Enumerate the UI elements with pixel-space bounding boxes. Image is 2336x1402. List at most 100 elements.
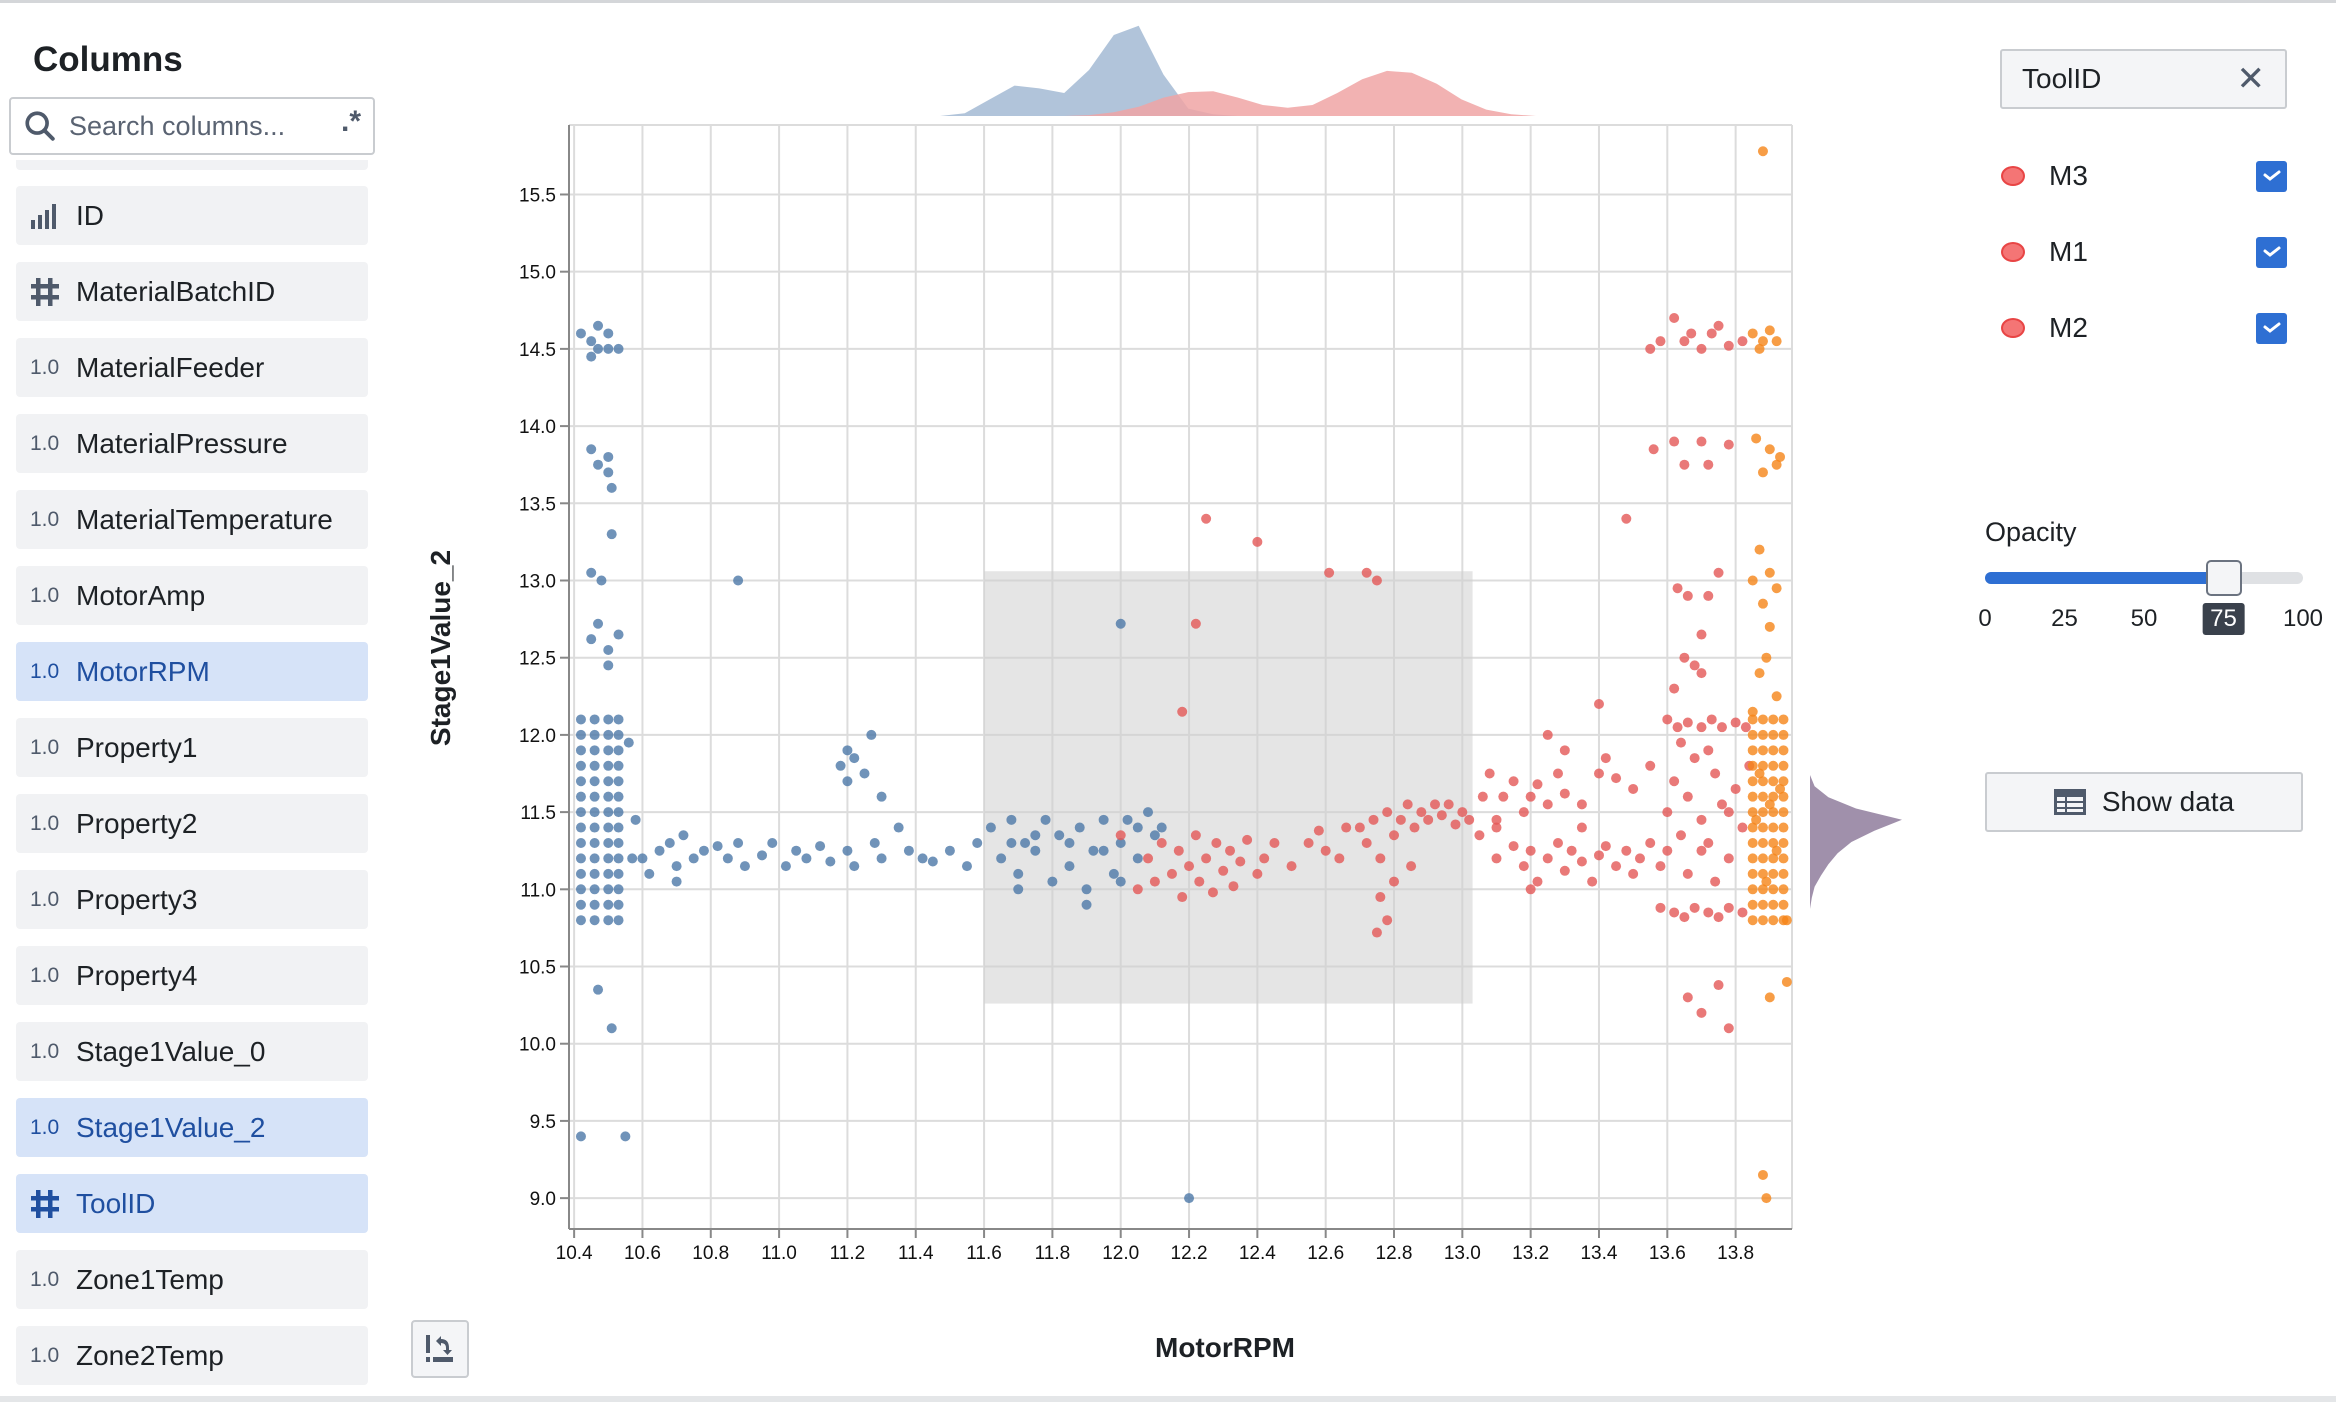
x-tick-label: 12.8	[1376, 1243, 1413, 1264]
check-icon	[2263, 322, 2280, 333]
data-point	[1778, 884, 1789, 895]
data-point	[1552, 837, 1563, 848]
data-point	[1747, 853, 1758, 864]
column-item[interactable]: 1.0 MaterialFeeder	[16, 338, 368, 397]
data-point	[767, 837, 778, 848]
data-point	[1645, 837, 1656, 848]
data-point	[1754, 544, 1765, 555]
column-item[interactable]: 1.0 Property1	[16, 718, 368, 777]
column-item[interactable]: 1.0 Property4	[16, 946, 368, 1005]
data-point	[589, 729, 600, 740]
data-point	[603, 760, 614, 771]
show-data-button[interactable]: Show data	[1985, 772, 2303, 832]
legend-checkbox[interactable]	[2256, 236, 2287, 268]
column-name: Property4	[76, 959, 198, 991]
column-item[interactable]: 1.0 MotorRPM	[16, 642, 368, 701]
swap-axes-button[interactable]	[411, 1320, 469, 1378]
column-name: Zone2Temp	[76, 1339, 224, 1371]
column-item[interactable]: 1.0 MaterialPressure	[16, 414, 368, 473]
column-item[interactable]: ID	[16, 186, 368, 245]
data-point	[733, 575, 744, 586]
data-point	[1252, 868, 1263, 879]
data-point	[613, 714, 624, 725]
data-point	[613, 629, 624, 640]
legend-swatch	[2001, 242, 2025, 262]
close-icon[interactable]: ✕	[2236, 60, 2266, 98]
column-item[interactable]: 1.0 Property3	[16, 870, 368, 929]
column-item[interactable]: 1.0 Stage1Value_2	[16, 1098, 368, 1157]
legend-checkbox[interactable]	[2256, 312, 2287, 344]
data-point	[1361, 837, 1372, 848]
column-item[interactable]: ToolID	[16, 1174, 368, 1233]
x-axis-title: MotorRPM	[1155, 1332, 1295, 1363]
data-point	[1132, 822, 1143, 833]
data-point	[1081, 884, 1092, 895]
columns-title: Columns	[33, 40, 183, 79]
data-point	[1696, 343, 1707, 354]
opacity-slider-handle[interactable]	[2205, 560, 2242, 596]
data-point	[1757, 760, 1768, 771]
x-tick-label: 11.0	[761, 1243, 797, 1264]
data-point	[603, 776, 614, 787]
data-point	[575, 760, 586, 771]
data-point	[1706, 714, 1717, 725]
data-point	[1757, 146, 1768, 157]
x-tick-label: 12.0	[1102, 1243, 1139, 1264]
data-point	[961, 861, 972, 872]
data-point	[1669, 436, 1680, 447]
legend-item[interactable]: M1	[2000, 232, 2287, 272]
column-item[interactable]: 1.0 Stage1Value_0	[16, 1022, 368, 1081]
legend-item[interactable]: M3	[2000, 156, 2287, 196]
data-point	[1747, 575, 1758, 586]
data-point	[1771, 691, 1782, 702]
data-point	[1689, 902, 1700, 913]
column-item[interactable]: 1.0 MotorAmp	[16, 566, 368, 625]
data-point	[1757, 1169, 1768, 1180]
search-columns-field[interactable]: .*	[9, 97, 375, 155]
data-point	[630, 814, 641, 825]
data-point	[1723, 1023, 1734, 1034]
column-item[interactable]: 1.0 MaterialTemperature	[16, 490, 368, 549]
data-point	[1675, 830, 1686, 841]
color-by-chip[interactable]: ToolID ✕	[2000, 49, 2287, 109]
data-point	[1443, 799, 1454, 810]
opacity-slider[interactable]	[1985, 560, 2303, 596]
data-point	[1747, 868, 1758, 879]
top-density-curve	[940, 70, 1536, 116]
hash-icon	[16, 1189, 76, 1219]
data-point	[1006, 814, 1017, 825]
legend-checkbox[interactable]	[2256, 160, 2287, 192]
data-point	[1542, 729, 1553, 740]
data-point	[1382, 807, 1393, 818]
data-point	[603, 644, 614, 655]
data-point	[1047, 876, 1058, 887]
search-input[interactable]	[69, 110, 319, 142]
data-point	[1757, 822, 1768, 833]
data-point	[1775, 451, 1786, 462]
y-tick-label: 11.0	[520, 880, 556, 901]
data-point	[1768, 729, 1779, 740]
data-point	[1713, 567, 1724, 578]
column-item[interactable]: 1.0 Zone1Temp	[16, 1250, 368, 1309]
data-point	[603, 791, 614, 802]
column-item[interactable]: 1.0 Zone2Temp	[16, 1326, 368, 1385]
regex-toggle-icon[interactable]: .*	[340, 105, 361, 138]
data-point	[603, 328, 614, 339]
brush-selection[interactable]	[984, 571, 1473, 1004]
data-point	[1768, 714, 1779, 725]
data-point	[1710, 876, 1721, 887]
data-point	[1498, 791, 1509, 802]
opacity-tick-label: 0	[1978, 605, 1992, 632]
data-point	[801, 853, 812, 864]
column-item[interactable]: MaterialBatchID	[16, 262, 368, 321]
column-name: MotorRPM	[76, 655, 210, 687]
data-point	[1778, 791, 1789, 802]
data-point	[1194, 876, 1205, 887]
data-point	[589, 745, 600, 756]
column-item[interactable]: 1.0 Property2	[16, 794, 368, 853]
legend-item[interactable]: M2	[2000, 308, 2287, 348]
data-point	[1115, 837, 1126, 848]
data-point	[644, 868, 655, 879]
data-point	[739, 861, 750, 872]
